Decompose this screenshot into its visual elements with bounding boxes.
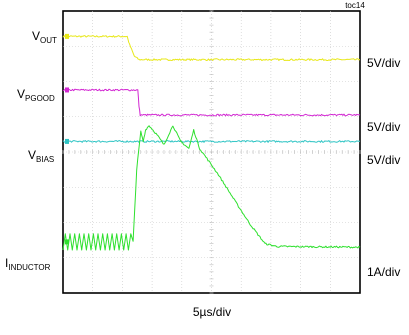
ground-marker-vbias xyxy=(65,138,69,144)
ground-marker-vpg xyxy=(65,87,69,93)
label-iinductor: IINDUCTOR xyxy=(5,256,51,272)
trace-vpg xyxy=(62,88,361,117)
label-iinductor-name: I xyxy=(5,256,8,270)
trace-iind xyxy=(62,125,361,251)
label-vpgood: VPGOOD xyxy=(17,87,55,103)
label-vbias: VBIAS xyxy=(28,148,54,164)
scale-vpgood: 5V/div xyxy=(367,120,400,134)
trace-vout xyxy=(62,35,361,61)
ground-marker-iind xyxy=(65,239,69,245)
label-vbias-sub: BIAS xyxy=(36,155,54,164)
label-vpgood-sub: PGOOD xyxy=(25,94,55,103)
scale-vout: 5V/div xyxy=(367,56,400,70)
label-vout: VOUT xyxy=(32,29,57,45)
trace-vbias xyxy=(62,140,361,143)
label-vout-sub: OUT xyxy=(40,36,57,45)
scale-iinductor: 1A/div xyxy=(367,265,400,279)
label-iinductor-sub: INDUCTOR xyxy=(8,263,50,272)
label-vpgood-name: V xyxy=(17,87,25,101)
traces xyxy=(62,33,361,251)
label-vbias-name: V xyxy=(28,148,36,162)
ground-marker-vout xyxy=(65,33,69,39)
x-scale-label: 5µs/div xyxy=(193,305,231,319)
figure-id: toc14 xyxy=(345,1,365,10)
label-vout-name: V xyxy=(32,29,40,43)
grid xyxy=(62,10,361,294)
scale-vbias: 5V/div xyxy=(367,153,400,167)
